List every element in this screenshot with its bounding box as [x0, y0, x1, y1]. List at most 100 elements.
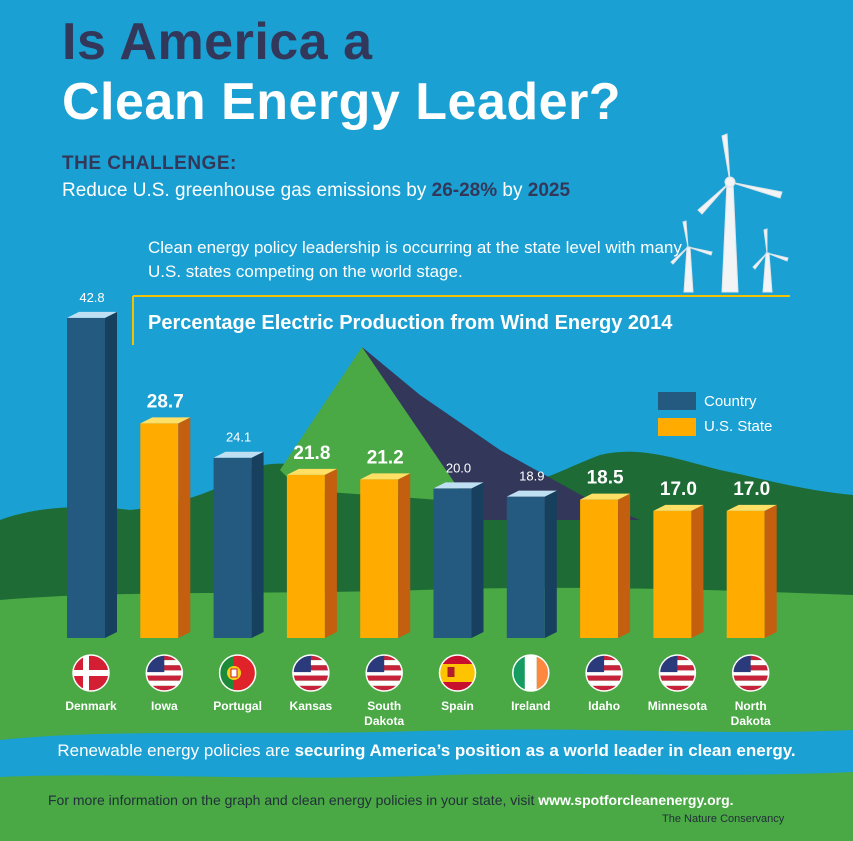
- bar-portugal: 24.1: [213, 430, 264, 638]
- bar-minnesota: 17.0: [653, 479, 704, 638]
- category-label-south-dakota: South Dakota: [346, 699, 422, 729]
- challenge-highlight: 26-28%: [431, 180, 498, 201]
- credit-text: The Nature Conservancy: [662, 813, 785, 825]
- bar-side-portugal: [251, 451, 264, 638]
- value-label-north-dakota: 17.0: [733, 479, 770, 500]
- bar-top-spain: [433, 482, 484, 489]
- category-label-line: Minnesota: [647, 699, 708, 713]
- legend-swatch-country: [658, 392, 696, 410]
- bar-top-kansas: [286, 468, 337, 475]
- category-label-denmark: Denmark: [53, 699, 129, 714]
- bar-side-idaho: [618, 493, 631, 638]
- bar-front-north-dakota: [726, 510, 765, 638]
- category-label-idaho: Idaho: [566, 699, 642, 714]
- value-label-iowa: 28.7: [147, 391, 184, 412]
- challenge-text-middle: by: [497, 180, 528, 201]
- bar-front-iowa: [140, 423, 179, 638]
- bar-front-kansas: [286, 474, 325, 638]
- category-label-line: Ireland: [511, 699, 551, 713]
- bar-top-denmark: [67, 311, 117, 318]
- category-label-iowa: Iowa: [126, 699, 202, 714]
- title-line-2: Clean Energy Leader?: [62, 73, 622, 131]
- challenge-text-prefix: Reduce U.S. greenhouse gas emissions by: [62, 180, 432, 201]
- policy-text: Clean energy policy leadership is occurr…: [148, 238, 682, 281]
- bar-top-idaho: [580, 493, 631, 500]
- value-label-idaho: 18.5: [587, 468, 624, 489]
- value-label-south-dakota: 21.2: [367, 447, 404, 468]
- portugal-flag-icon: [218, 654, 257, 692]
- bar-south-dakota: 21.2: [360, 447, 411, 638]
- category-label-minnesota: Minnesota: [639, 699, 715, 714]
- bar-top-iowa: [140, 417, 191, 424]
- challenge-heading: THE CHALLENGE:: [62, 153, 237, 174]
- wind-turbines-icon: [670, 133, 789, 293]
- footer-link[interactable]: www.spotforcleanenergy.org.: [538, 792, 734, 808]
- bar-iowa: 28.7: [140, 391, 191, 638]
- ireland-flag-icon: [512, 654, 550, 692]
- category-label-line: Kansas: [289, 699, 333, 713]
- us-flag-icon: [731, 654, 770, 692]
- footer-text: For more information on the graph and cl…: [48, 792, 734, 808]
- bar-ireland: 18.9: [506, 469, 557, 638]
- value-label-portugal: 24.1: [226, 430, 251, 445]
- bar-denmark: 42.8: [67, 290, 117, 638]
- band-text-prefix: Renewable energy policies are: [57, 741, 295, 760]
- category-label-line: South: [367, 699, 402, 713]
- bar-front-denmark: [67, 317, 105, 638]
- value-label-kansas: 21.8: [293, 443, 330, 464]
- hills-background: [0, 451, 853, 605]
- mountain-green: [280, 347, 480, 500]
- category-label-line: Iowa: [150, 699, 178, 713]
- legend-label-country: Country: [704, 393, 757, 410]
- bar-side-iowa: [178, 417, 191, 638]
- chart-title: Percentage Electric Production from Wind…: [148, 312, 673, 334]
- bar-north-dakota: 17.0: [726, 479, 777, 638]
- category-label-line: Dakota: [730, 714, 771, 728]
- spain-flag-icon: [438, 654, 477, 692]
- bar-front-portugal: [213, 457, 252, 638]
- mountain-shadow: [362, 347, 640, 520]
- bar-side-spain: [471, 482, 484, 638]
- category-label-line: Denmark: [65, 699, 117, 713]
- bar-front-spain: [433, 488, 472, 638]
- band-text-bold: securing America’s position as a world l…: [294, 741, 796, 760]
- bar-front-idaho: [580, 499, 619, 638]
- bar-side-south-dakota: [398, 473, 411, 638]
- us-flag-icon: [145, 654, 184, 692]
- bar-kansas: 21.8: [286, 443, 337, 638]
- bar-side-minnesota: [691, 504, 704, 638]
- category-label-line: Idaho: [588, 699, 621, 713]
- category-label-spain: Spain: [420, 699, 496, 714]
- bar-front-ireland: [506, 496, 545, 638]
- category-label-north-dakota: North Dakota: [713, 699, 789, 729]
- river-band: [0, 729, 853, 778]
- bar-side-kansas: [324, 468, 337, 638]
- value-label-minnesota: 17.0: [660, 479, 697, 500]
- bar-top-south-dakota: [360, 473, 411, 480]
- category-label-line: North: [734, 699, 767, 713]
- bar-idaho: 18.5: [580, 468, 631, 638]
- bar-side-denmark: [105, 311, 117, 638]
- denmark-flag-icon: [72, 654, 110, 692]
- value-label-ireland: 18.9: [519, 469, 544, 484]
- us-flag-icon: [585, 654, 623, 692]
- bar-top-minnesota: [653, 504, 704, 511]
- legend-swatch-state: [658, 418, 696, 436]
- title-line-1: Is America a: [62, 13, 373, 71]
- value-label-spain: 20.0: [446, 460, 471, 475]
- footer-text-body: For more information on the graph and cl…: [48, 792, 539, 808]
- category-label-line: Spain: [441, 699, 474, 713]
- us-flag-icon: [292, 654, 330, 692]
- bar-top-north-dakota: [726, 504, 777, 511]
- value-label-denmark: 42.8: [79, 290, 104, 305]
- grass-foreground: [0, 587, 853, 841]
- legend-label-state: U.S. State: [704, 418, 773, 435]
- bar-top-portugal: [213, 451, 264, 458]
- category-label-ireland: Ireland: [493, 699, 569, 714]
- bar-front-south-dakota: [360, 479, 399, 638]
- us-flag-icon: [658, 654, 697, 692]
- us-flag-icon: [365, 654, 403, 692]
- bar-side-north-dakota: [764, 504, 777, 638]
